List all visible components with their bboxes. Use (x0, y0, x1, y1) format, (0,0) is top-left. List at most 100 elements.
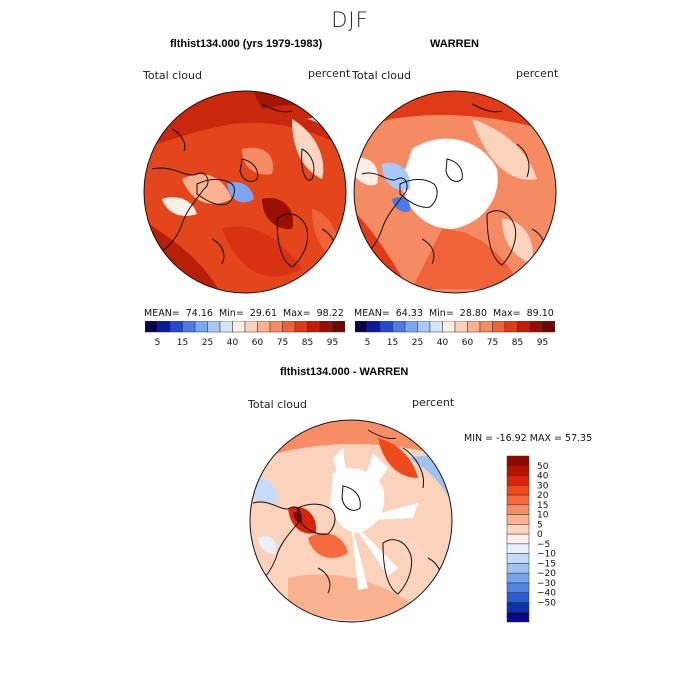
panel-1-polar-map (143, 90, 347, 294)
panel-3-variable-label: Total cloud (248, 398, 307, 411)
panel-1-colorbar-swatch (145, 321, 158, 333)
panel-1-colorbar-tick-label: 15 (177, 338, 188, 348)
panel-3-colorbar-swatch (506, 553, 530, 564)
panel-1-colorbar-swatch (219, 321, 233, 333)
panel-2-colorbar-swatch (467, 321, 481, 333)
panel-3-colorbar-tick-label: 15 (537, 501, 548, 511)
panel-2-colorbar-swatch (504, 321, 518, 333)
panel-3-colorbar-swatch (506, 563, 530, 574)
panel-3-colorbar-tick-label: 5 (537, 520, 543, 530)
panel-2-colorbar-swatch (529, 321, 543, 333)
panel-3-colorbar-swatch (506, 592, 530, 603)
panel-1-mean-value: 74.16 (185, 308, 213, 319)
panel-3-colorbar-swatch (506, 514, 530, 525)
panel-1-colorbar-swatch (232, 321, 246, 333)
panel-1-stats: MEAN= 74.16 Min= 29.61 Max= 98.22 (144, 308, 350, 319)
panel-1-colorbar-tick-label: 75 (277, 338, 288, 348)
panel-2-colorbar-swatch (542, 321, 555, 333)
panel-1-min-label: Min= (218, 308, 244, 319)
panel-2-title: WARREN (430, 38, 479, 50)
panel-2-colorbar-tick-label: 60 (462, 338, 474, 348)
panel-1-colorbar-tick-label: 95 (327, 338, 338, 348)
panel-3-colorbar-tick-label: 10 (537, 511, 549, 521)
panel-3-polar-map (249, 419, 453, 623)
panel-1-colorbar-tick-label: 85 (302, 338, 313, 348)
panel-1-colorbar-swatch (294, 321, 308, 333)
panel-2-colorbar-swatch (517, 321, 531, 333)
panel-3-colorbar-tick-label: −40 (537, 589, 556, 599)
panel-3-title: flthist134.000 - WARREN (280, 366, 409, 378)
panel-3-colorbar-tick-label: −50 (537, 598, 556, 608)
panel-2-colorbar-swatch (454, 321, 468, 333)
panel-2-colorbar-swatch (442, 321, 456, 333)
panel-1-colorbar-swatch (207, 321, 221, 333)
panel-1-colorbar-swatch (282, 321, 296, 333)
panel-3-colorbar-swatch (506, 494, 530, 506)
panel-1-colorbar-swatch (257, 321, 271, 333)
panel-2-colorbar-tick-label: 25 (412, 338, 423, 348)
panel-2-max-label: Max= (493, 308, 521, 319)
panel-1-colorbar-tick-label: 25 (202, 338, 213, 348)
panel-1-min-value: 29.61 (249, 308, 277, 319)
panel-2-colorbar-tick-label: 95 (537, 338, 548, 348)
panel-1-colorbar-swatch (244, 321, 258, 333)
panel-3-colorbar-swatch (506, 475, 530, 486)
panel-3-colorbar-swatch (506, 611, 530, 623)
panel-3-colorbar-tick-label: −30 (537, 579, 556, 589)
panel-2-colorbar-swatch (355, 321, 368, 333)
panel-1-units-label: percent (308, 67, 351, 80)
panel-2-colorbar-tick-label: 85 (512, 338, 523, 348)
panel-2-colorbar-swatch (367, 321, 381, 333)
panel-1-colorbar-swatch (157, 321, 171, 333)
panel-3-colorbar-swatch (506, 504, 530, 515)
panel-2-colorbar-swatch (479, 321, 493, 333)
panel-1-colorbar-tick-label: 5 (155, 338, 161, 348)
panel-1-title: flthist134.000 (yrs 1979-1983) (170, 38, 323, 50)
panel-1-mean-label: MEAN= (144, 308, 180, 319)
panel-2-units-label: percent (516, 67, 559, 80)
panel-2-polar-map (353, 90, 557, 294)
panel-3-colorbar-tick-label: 20 (537, 491, 549, 501)
panel-3-colorbar-swatch (506, 572, 530, 584)
panel-3-colorbar-swatch (506, 524, 530, 535)
panel-3-colorbar-tick-label: −5 (537, 540, 550, 550)
panel-2-stats: MEAN= 64.33 Min= 28.80 Max= 89.10 (354, 308, 560, 319)
panel-2-colorbar-tick-label: 15 (387, 338, 398, 348)
panel-1-colorbar-swatch (194, 321, 208, 333)
panel-2-colorbar-swatch (417, 321, 431, 333)
panel-3-colorbar-swatch (506, 602, 530, 613)
panel-3-colorbar-swatch (506, 533, 530, 545)
figure-title: DJF (331, 8, 369, 32)
panel-3-colorbar-swatch (506, 582, 530, 593)
panel-1-colorbar-swatch (319, 321, 333, 333)
panel-2-colorbar-swatch (429, 321, 443, 333)
panel-3-colorbar-swatch (506, 465, 530, 476)
panel-1-max-label: Max= (283, 308, 311, 319)
panel-3-units-label: percent (412, 396, 455, 409)
panel-1-colorbar-swatch (307, 321, 321, 333)
panel-3-colorbar-tick-label: 0 (537, 530, 543, 540)
panel-3-colorbar-tick-label: 30 (537, 481, 549, 491)
panel-2-colorbar-tick-label: 75 (487, 338, 498, 348)
panel-2-min-label: Min= (428, 308, 454, 319)
panel-1-colorbar-tick-label: 40 (227, 338, 239, 348)
panel-2-variable-label: Total cloud (352, 69, 411, 82)
panel-2-colorbar-tick-label: 40 (437, 338, 449, 348)
panel-2-colorbar-swatch (404, 321, 418, 333)
panel-2-max-value: 89.10 (526, 308, 554, 319)
panel-1-colorbar-swatch (332, 321, 345, 333)
panel-1-colorbar-swatch (269, 321, 283, 333)
panel-3-colorbar-swatch (506, 455, 530, 467)
panel-3-stats: MIN = -16.92 MAX = 57.35 (464, 433, 593, 444)
panel-2-colorbar-tick-label: 5 (365, 338, 371, 348)
panel-1-colorbar-swatch (182, 321, 196, 333)
panel-2-colorbar-swatch (392, 321, 406, 333)
panel-2-mean-label: MEAN= (354, 308, 390, 319)
panel-1-colorbar: 5 15 25 40 60 75 85 95 (145, 321, 345, 348)
panel-2-mean-value: 64.33 (395, 308, 423, 319)
panel-2-colorbar-swatch (492, 321, 506, 333)
panel-3-colorbar-tick-label: −20 (537, 569, 556, 579)
panel-3-colorbar-tick-label: 40 (537, 472, 549, 482)
panel-3-colorbar-tick-label: −10 (537, 550, 556, 560)
